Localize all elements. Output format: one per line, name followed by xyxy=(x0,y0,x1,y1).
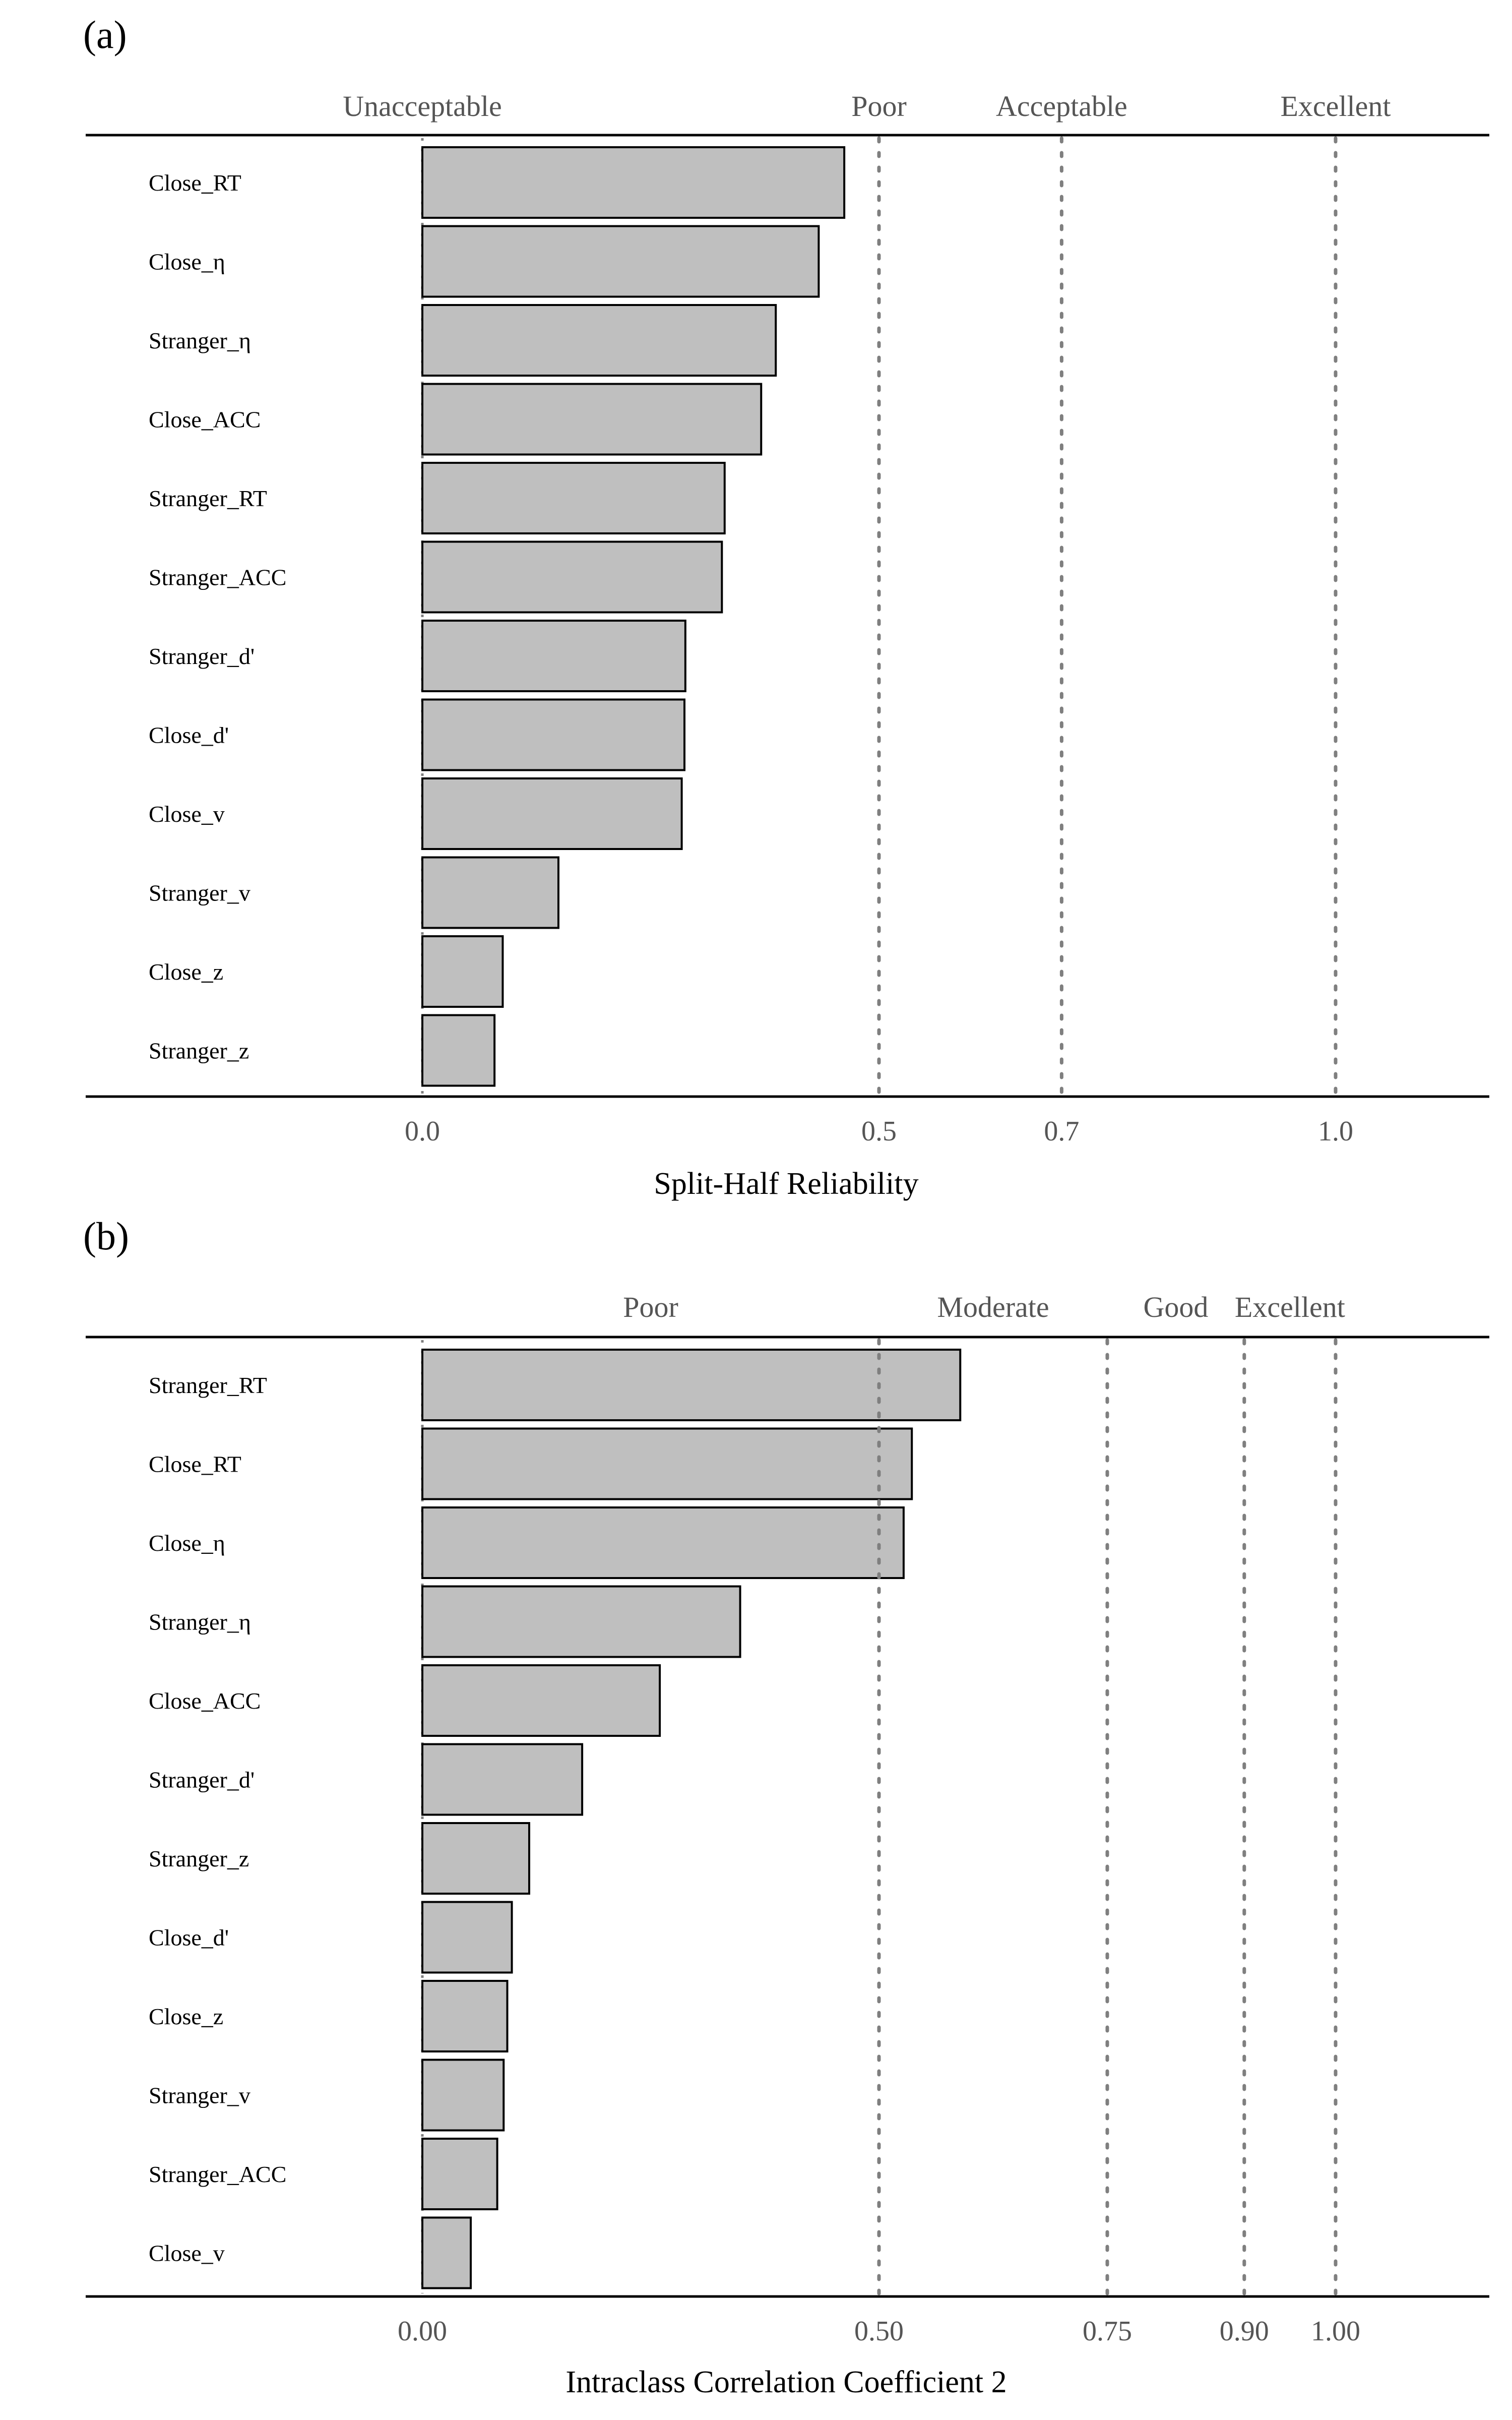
x-axis-title: Intraclass Correlation Coefficient 2 xyxy=(565,2365,1006,2399)
category-label: Stranger_η xyxy=(149,1609,251,1635)
category-label: Close_RT xyxy=(149,170,241,196)
bar-Stranger_z xyxy=(421,1014,496,1087)
x-tick-label: 0.50 xyxy=(854,2316,904,2347)
category-label: Stranger_v xyxy=(149,880,250,906)
category-label: Close_z xyxy=(149,959,223,985)
region-label: Good xyxy=(1143,1291,1208,1323)
bar-Stranger_v xyxy=(421,2059,505,2132)
category-label: Close_d' xyxy=(149,1925,229,1951)
bar-Stranger_RT xyxy=(421,1349,962,1421)
panel-b: (b) Stranger_RT Close_RT Close_η Stranger_η C… xyxy=(83,1214,1489,2399)
bar-Close_RT xyxy=(421,1427,913,1500)
bar-Close_z xyxy=(421,1980,509,2052)
bar-Close_d' xyxy=(421,698,686,771)
category-label: Close_ACC xyxy=(149,1688,261,1714)
category-label: Close_ACC xyxy=(149,407,261,433)
x-tick-label: 0.00 xyxy=(398,2316,447,2347)
category-label: Close_v xyxy=(149,801,225,827)
category-label: Stranger_z xyxy=(149,1038,249,1064)
bar-Stranger_z xyxy=(421,1822,531,1895)
bar-Stranger_η xyxy=(421,1585,741,1658)
x-tick-label: 0.90 xyxy=(1220,2316,1269,2347)
x-tick-label: 1.00 xyxy=(1311,2316,1360,2347)
bar-Close_z xyxy=(421,935,504,1008)
category-label: Stranger_d' xyxy=(149,643,255,669)
bar-Stranger_d' xyxy=(421,620,686,692)
region-label: Moderate xyxy=(937,1291,1049,1323)
bar-Stranger_RT xyxy=(421,462,726,534)
region-label: Acceptable xyxy=(996,90,1127,123)
bar-Stranger_ACC xyxy=(421,2138,498,2210)
bar-Close_η xyxy=(421,225,820,298)
bar-Close_v xyxy=(421,2216,472,2289)
x-axis-title: Split-Half Reliability xyxy=(654,1167,918,1201)
panel-letter: (b) xyxy=(83,1214,129,1258)
bar-Close_RT xyxy=(421,146,846,219)
category-label: Stranger_η xyxy=(149,328,251,353)
category-label: Close_η xyxy=(149,249,225,275)
region-label: Excellent xyxy=(1280,90,1391,123)
panel-a: (a) Close_RT Close_η Stranger_η Close_ACC Str… xyxy=(83,13,1489,1201)
bar-Stranger_ACC xyxy=(421,540,723,614)
bar-Stranger_η xyxy=(421,304,777,377)
category-label: Close_RT xyxy=(149,1451,241,1477)
category-label: Stranger_ACC xyxy=(149,565,286,590)
category-label: Stranger_RT xyxy=(149,486,267,511)
category-label: Stranger_v xyxy=(149,2083,250,2108)
category-label: Close_η xyxy=(149,1530,225,1556)
bar-Close_v xyxy=(421,777,683,850)
category-label: Stranger_ACC xyxy=(149,2161,286,2187)
bar-Close_ACC xyxy=(421,383,763,456)
x-tick-label: 0.7 xyxy=(1044,1116,1079,1147)
bar-Stranger_v xyxy=(421,856,559,929)
x-tick-label: 0.0 xyxy=(405,1116,440,1147)
x-tick-label: 1.0 xyxy=(1318,1116,1353,1147)
bar-Close_η xyxy=(421,1506,905,1579)
bar-Stranger_d' xyxy=(421,1743,584,1816)
category-label: Close_z xyxy=(149,2004,223,2029)
category-label: Stranger_d' xyxy=(149,1767,255,1793)
region-label: Unacceptable xyxy=(343,90,502,123)
category-label: Stranger_RT xyxy=(149,1372,267,1398)
region-label: Poor xyxy=(623,1291,678,1323)
bar-Close_ACC xyxy=(421,1664,661,1737)
x-tick-label: 0.5 xyxy=(861,1116,897,1147)
category-label: Stranger_z xyxy=(149,1846,249,1871)
category-label: Close_d' xyxy=(149,722,229,748)
category-label: Close_v xyxy=(149,2241,225,2266)
region-label: Poor xyxy=(851,90,907,123)
panel-letter: (a) xyxy=(83,13,127,56)
x-tick-label: 0.75 xyxy=(1083,2316,1132,2347)
bar-Close_d' xyxy=(421,1901,513,1974)
region-label: Excellent xyxy=(1235,1291,1345,1323)
